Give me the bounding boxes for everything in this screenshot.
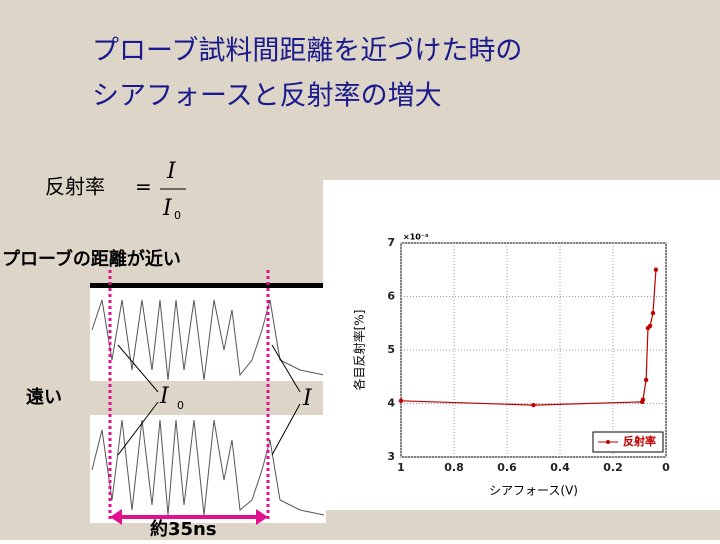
wave-panel: [90, 415, 326, 523]
label-bg: [150, 383, 190, 409]
x-axis-label: シアフォース(V): [489, 484, 578, 498]
chart: 3 4 5 6 7 1 0.8 0.6 0.4 0.2 0 ×10⁻³ シアフォース(V) 各目反射率[%…: [352, 233, 671, 498]
formula-subscript: 0: [174, 209, 181, 222]
far-label: 遠い: [26, 387, 62, 408]
data-point: [647, 323, 653, 329]
data-point: [531, 402, 536, 408]
x-tick-label: 0.2: [603, 461, 623, 474]
pointer: [271, 403, 301, 456]
y-tick-label: 3: [387, 450, 395, 463]
i0-label: I: [159, 384, 170, 409]
data-point: [653, 267, 659, 272]
i-label: I: [302, 386, 313, 411]
pointer: [117, 401, 159, 456]
y-tick-label: 7: [387, 236, 395, 249]
arrow-head: [256, 509, 268, 525]
legend-label: 反射率: [623, 434, 656, 448]
data-point: [640, 397, 646, 402]
pointer: [117, 344, 159, 393]
y-tick-label: 6: [387, 290, 395, 303]
y-tick-label: 4: [387, 397, 395, 410]
x-tick-label: 0.4: [550, 461, 570, 474]
legend-marker: [606, 440, 610, 444]
waveform: [91, 419, 325, 516]
title-line: プローブ試料間距離を近づけた時の: [92, 36, 522, 67]
panel-bar: [90, 283, 326, 288]
pointer: [271, 344, 301, 393]
data-point: [650, 310, 656, 316]
multiplier: ×10⁻³: [403, 233, 429, 242]
y-tick-label: 5: [387, 343, 395, 356]
interval-label: 約35ns: [150, 518, 217, 540]
waveform: [91, 299, 325, 381]
x-tick-label: 0.8: [444, 461, 464, 474]
formula-numerator: I: [166, 159, 177, 184]
data-point: [398, 398, 404, 404]
data-point: [643, 377, 649, 383]
x-tick-label: 0.6: [497, 461, 517, 474]
formula-equals: =: [135, 175, 152, 199]
arrow-head: [110, 509, 122, 525]
i0-subscript: 0: [177, 399, 184, 412]
wave-panel: [90, 288, 326, 381]
x-tick-label: 0: [662, 461, 670, 474]
legend-box: [592, 431, 664, 453]
formula-denominator: I: [162, 196, 173, 221]
x-tick-label: 1: [397, 461, 405, 474]
title-line: シアフォースと反射率の増大: [92, 81, 442, 112]
near-label: プローブの距離が近い: [2, 248, 181, 270]
formula-left: 反射率: [45, 175, 105, 199]
y-axis-label: 各目反射率[%]: [352, 310, 367, 391]
